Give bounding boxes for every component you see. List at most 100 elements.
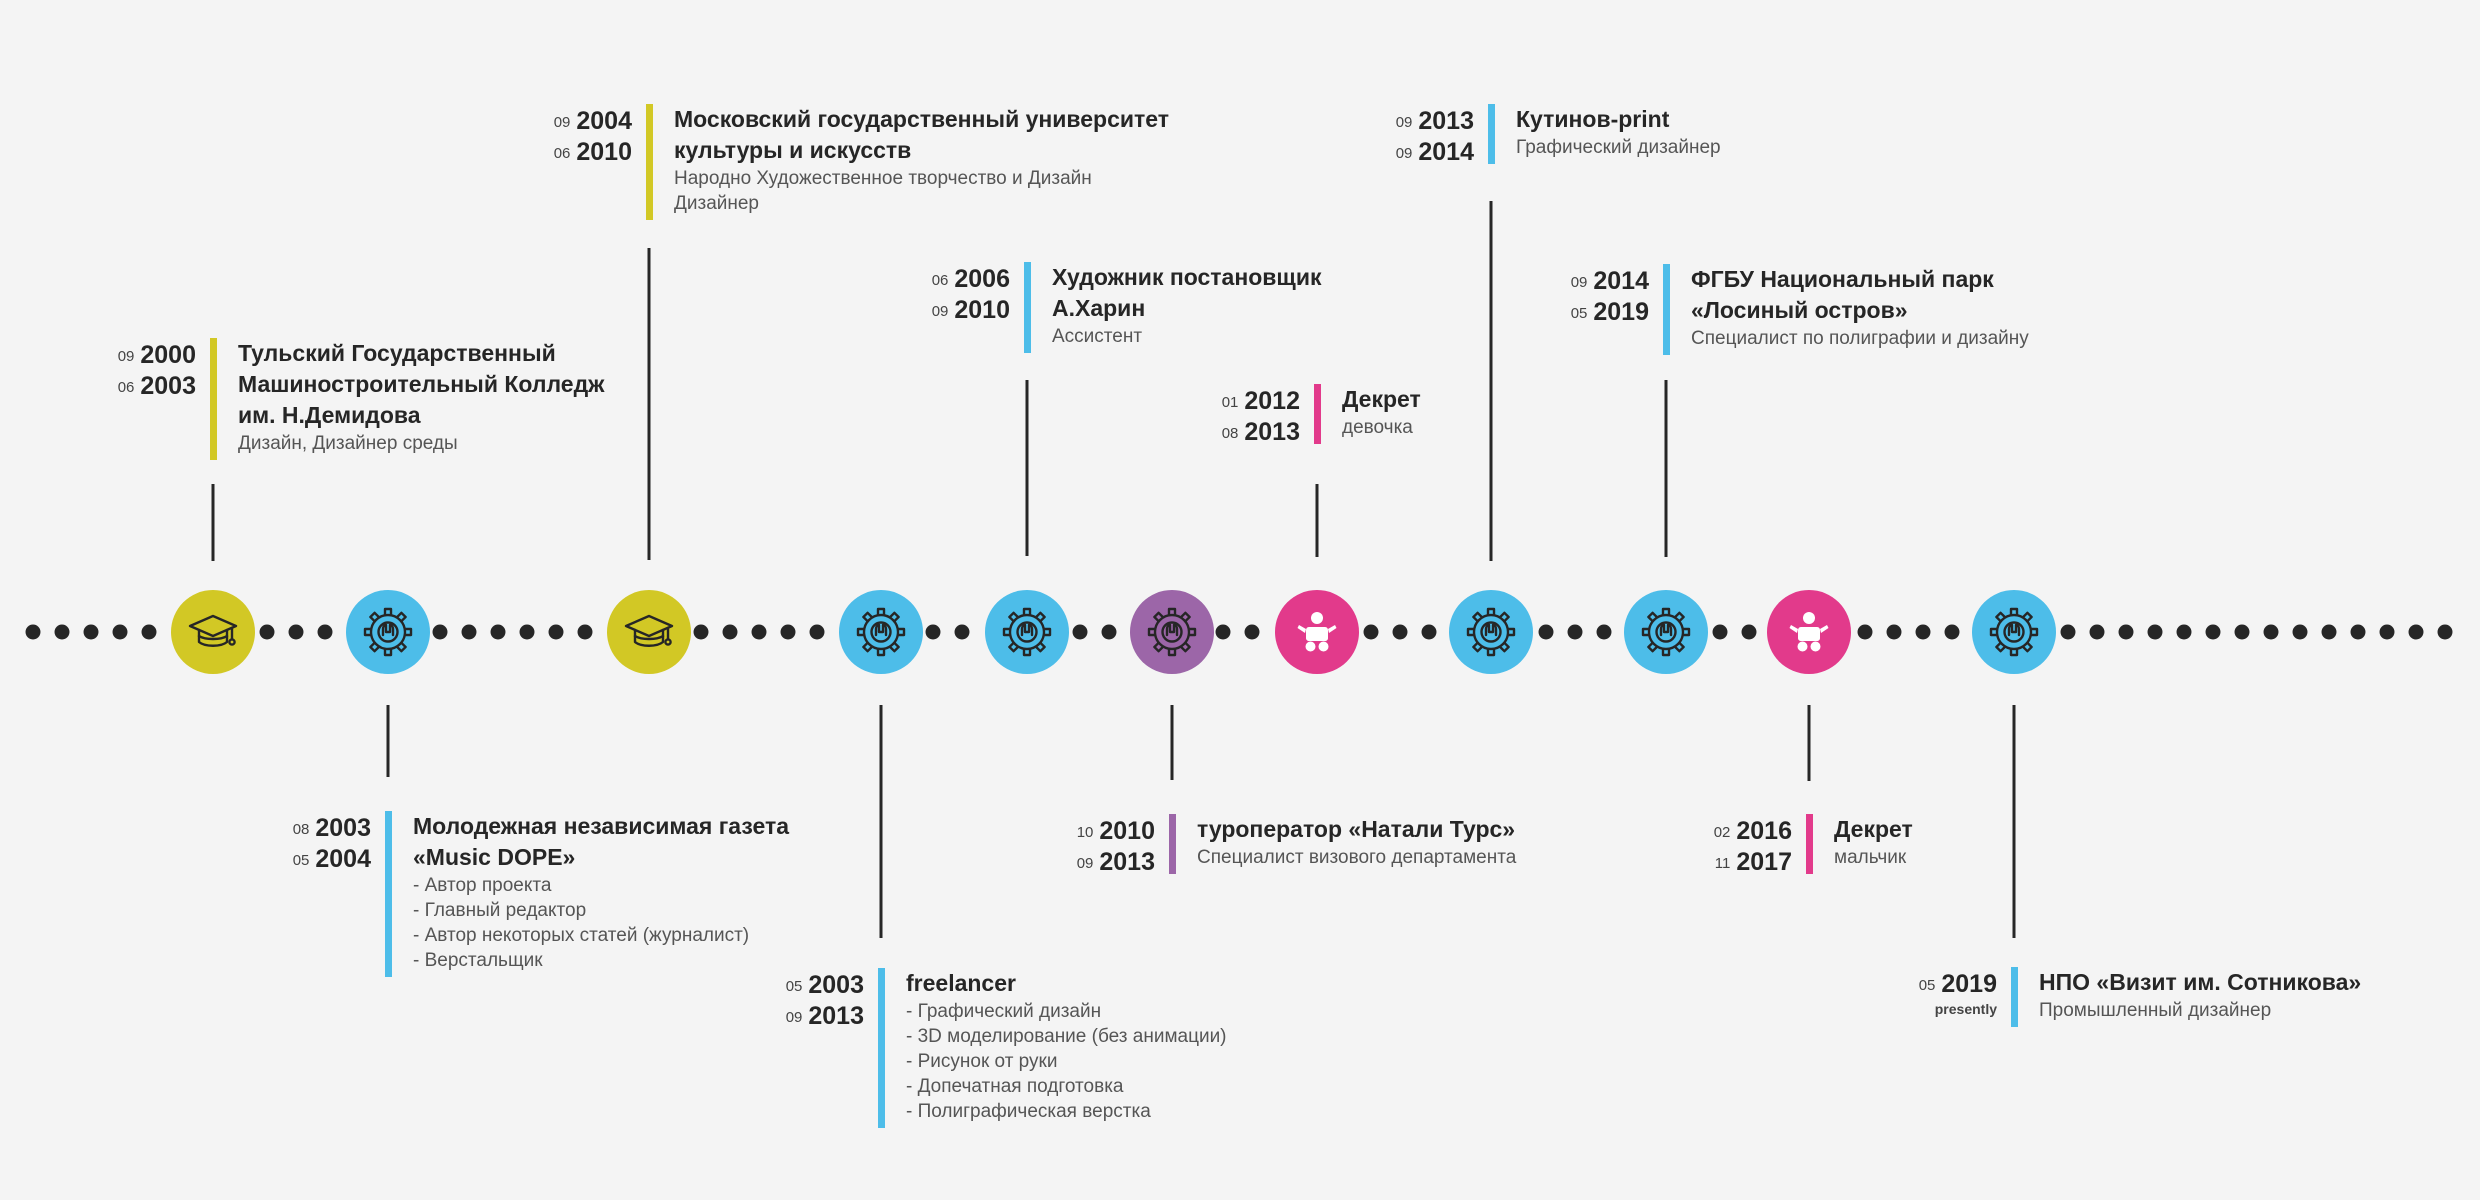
entry-detail: - 3D моделирование (без анимации) [906, 1026, 1227, 1047]
year-to: 2014 [1418, 138, 1474, 166]
connector-line [386, 705, 390, 777]
entry-title: Московский государственный университет [674, 106, 1170, 132]
graduation-cap-icon [186, 605, 240, 659]
month-to: 06 [117, 379, 135, 396]
timeline-dot [2350, 624, 2366, 640]
entry-detail: Народно Художественное творчество и Диза… [674, 168, 1092, 189]
month-to: 06 [553, 145, 571, 162]
entry-color-bar [1314, 384, 1321, 444]
timeline-dot [112, 624, 128, 640]
connector-line [1025, 380, 1029, 556]
connector-line [1664, 380, 1668, 557]
timeline-entry: 05 2003 09 2013 freelancer - Графический диза… [786, 968, 1227, 1128]
entry-dates: 09 2014 05 2019 [1571, 266, 1649, 328]
timeline-dot [1215, 624, 1231, 640]
entry-dates: 10 2010 09 2013 [1077, 816, 1155, 878]
timeline-dot [809, 624, 825, 640]
month-to: 08 [1221, 425, 1239, 442]
entry-color-bar [878, 968, 885, 1128]
entry-detail: - Графический дизайн [906, 1001, 1102, 1022]
timeline-dot [2263, 624, 2279, 640]
date-to: 11 2017 [1714, 847, 1792, 878]
timeline-dot [722, 624, 738, 640]
year-to: 2013 [1099, 848, 1155, 876]
timeline-dot [2089, 624, 2105, 640]
date-from: 02 2016 [1714, 816, 1792, 847]
entry-dates: 09 2004 06 2010 [554, 106, 632, 168]
entry-detail: - Автор некоторых статей (журналист) [413, 925, 750, 946]
timeline-dot [519, 624, 535, 640]
date-from: 09 2014 [1571, 266, 1649, 297]
year-from: 2016 [1736, 817, 1792, 845]
timeline-dot [2408, 624, 2424, 640]
date-to: 09 2010 [932, 295, 1010, 326]
entry-detail: Дизайн, Дизайнер среды [238, 433, 458, 454]
entry-dates: 08 2003 05 2004 [293, 813, 371, 875]
date-from: 05 2003 [786, 970, 864, 1001]
timeline-dot [1421, 624, 1437, 640]
entry-detail: - Полиграфическая верстка [906, 1101, 1151, 1122]
connector-line [1170, 705, 1174, 780]
month-from: 02 [1713, 824, 1731, 841]
entry-dates: 05 2003 09 2013 [786, 970, 864, 1032]
date-from: 09 2000 [118, 340, 196, 371]
timeline-node-work [1972, 590, 2056, 674]
graduation-cap-icon [622, 605, 676, 659]
entry-detail: Ассистент [1052, 326, 1143, 347]
year-to: 2019 [1593, 298, 1649, 326]
timeline-dot [1392, 624, 1408, 640]
timeline-node-work [1624, 590, 1708, 674]
timeline-dot [2205, 624, 2221, 640]
timeline-dot [141, 624, 157, 640]
timeline-node-work [346, 590, 430, 674]
gear-icon [1639, 605, 1693, 659]
year-from: 2014 [1593, 267, 1649, 295]
timeline-dot [2234, 624, 2250, 640]
date-to-label: presently [1934, 1001, 1997, 1017]
date-to: 08 2013 [1222, 417, 1300, 448]
timeline-dot [2437, 624, 2453, 640]
gear-icon [1464, 605, 1518, 659]
entry-title: ФГБУ Национальный парк [1691, 266, 1994, 292]
month-from: 09 [117, 348, 135, 365]
date-to: 05 2019 [1571, 297, 1649, 328]
timeline-dot [2292, 624, 2308, 640]
entry-color-bar [646, 104, 653, 220]
entry-content: Декрет мальчик [1834, 814, 1913, 870]
year-from: 2000 [140, 341, 196, 369]
entry-detail: - Рисунок от руки [906, 1051, 1058, 1072]
date-from: 06 2006 [932, 264, 1010, 295]
entry-title: Молодежная независимая газета [413, 813, 790, 839]
timeline-dot [1857, 624, 1873, 640]
year-to: 2013 [1244, 418, 1300, 446]
timeline-dot [54, 624, 70, 640]
year-to: 2010 [576, 138, 632, 166]
timeline-dot [2176, 624, 2192, 640]
month-to: 05 [292, 852, 310, 869]
timeline-dot [2147, 624, 2163, 640]
date-from: 10 2010 [1077, 816, 1155, 847]
year-from: 2003 [808, 971, 864, 999]
timeline-node-education [607, 590, 691, 674]
month-from: 09 [1395, 114, 1413, 131]
timeline-node-work [985, 590, 1069, 674]
timeline-dot [490, 624, 506, 640]
baby-icon [1290, 605, 1344, 659]
timeline-dot [548, 624, 564, 640]
connector-line [879, 705, 883, 938]
entry-title: Художник постановщик [1052, 264, 1322, 290]
date-to: 06 2003 [118, 371, 196, 402]
timeline-entry: 02 2016 11 2017 Декрет мальчик [1714, 814, 1913, 876]
year-to: 2010 [954, 296, 1010, 324]
month-from: 09 [553, 114, 571, 131]
timeline-entry: 06 2006 09 2010 Художник постановщик А.Харин А… [932, 262, 1322, 353]
entry-color-bar [2011, 967, 2018, 1027]
timeline-dot [693, 624, 709, 640]
timeline-dot [2321, 624, 2337, 640]
entry-content: туроператор «Натали Турс» Специалист визо… [1197, 814, 1516, 870]
entry-content: Кутинов-print Графический дизайнер [1516, 104, 1721, 160]
timeline-dot [25, 624, 41, 640]
entry-detail: Промышленный дизайнер [2039, 1000, 2272, 1021]
entry-detail: мальчик [1834, 847, 1907, 868]
timeline-dot [751, 624, 767, 640]
